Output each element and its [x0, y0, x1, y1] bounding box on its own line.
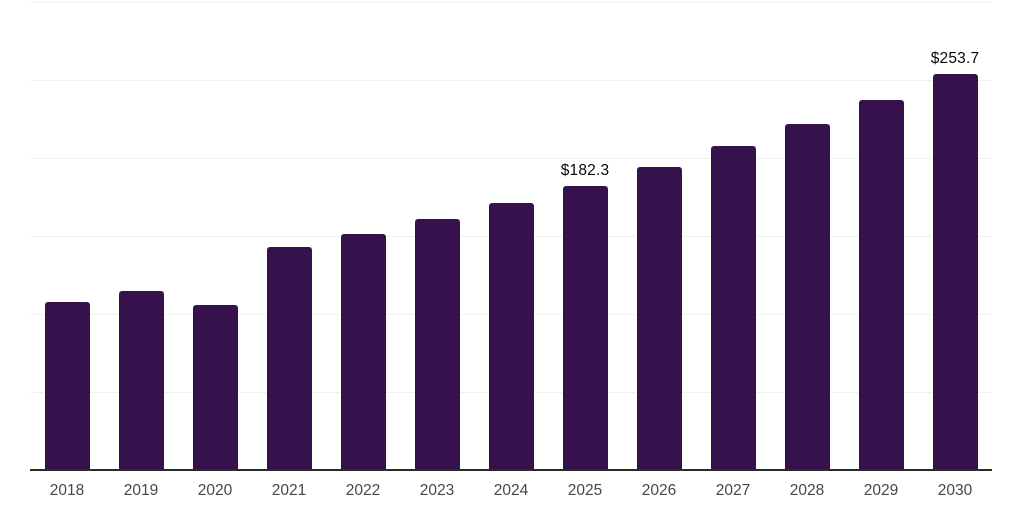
value-label-2025: $182.3 [560, 161, 610, 179]
bar-2019 [118, 290, 164, 470]
bar-2025 [562, 185, 608, 470]
bar-column-2030: $253.7 [918, 2, 992, 470]
bar-series: $182.3 $253.7 [30, 2, 992, 470]
x-tick-label-2030: 2030 [937, 482, 973, 499]
bar-column-2020 [178, 2, 252, 470]
bar-column-2026 [622, 2, 696, 470]
bar-column-2027 [696, 2, 770, 470]
bar-2024 [488, 203, 534, 470]
x-tick-label-2020: 2020 [197, 482, 233, 499]
bar-column-2019 [104, 2, 178, 470]
bar-2027 [710, 145, 756, 470]
x-tick-label-2028: 2028 [789, 482, 825, 499]
x-axis-line [30, 469, 992, 471]
x-tick-label-2023: 2023 [419, 482, 455, 499]
x-tick-label-2029: 2029 [863, 482, 899, 499]
x-tick-label-2025: 2025 [567, 482, 603, 499]
bar-column-2024 [474, 2, 548, 470]
gridline-300 [30, 2, 992, 3]
bar-column-2022 [326, 2, 400, 470]
x-tick-label-2022: 2022 [345, 482, 381, 499]
bar-column-2029 [844, 2, 918, 470]
bar-column-2021 [252, 2, 326, 470]
gridline-200 [30, 158, 992, 159]
bar-2026 [636, 167, 682, 470]
bar-2021 [266, 246, 312, 470]
bar-2030 [932, 74, 978, 470]
bar-2020 [192, 304, 238, 470]
x-tick-label-2026: 2026 [641, 482, 677, 499]
bar-column-2023 [400, 2, 474, 470]
bar-2018 [44, 301, 90, 470]
plot-area: $182.3 $253.7 [30, 2, 992, 471]
bar-2028 [784, 123, 830, 470]
gridline-250 [30, 80, 992, 81]
x-tick-label-2021: 2021 [271, 482, 307, 499]
bar-2022 [340, 234, 386, 470]
x-axis-labels: 2018 2019 2020 2021 2022 2023 2024 2025 2026 2027… [30, 482, 992, 500]
x-tick-label-2024: 2024 [493, 482, 529, 499]
x-tick-label-2019: 2019 [123, 482, 159, 499]
bar-column-2018 [30, 2, 104, 470]
bar-column-2025: $182.3 [548, 2, 622, 470]
x-tick-label-2027: 2027 [715, 482, 751, 499]
bar-2029 [858, 100, 904, 470]
bar-2023 [414, 218, 460, 470]
bar-column-2028 [770, 2, 844, 470]
x-tick-label-2018: 2018 [49, 482, 85, 499]
value-label-2030: $253.7 [930, 50, 980, 68]
